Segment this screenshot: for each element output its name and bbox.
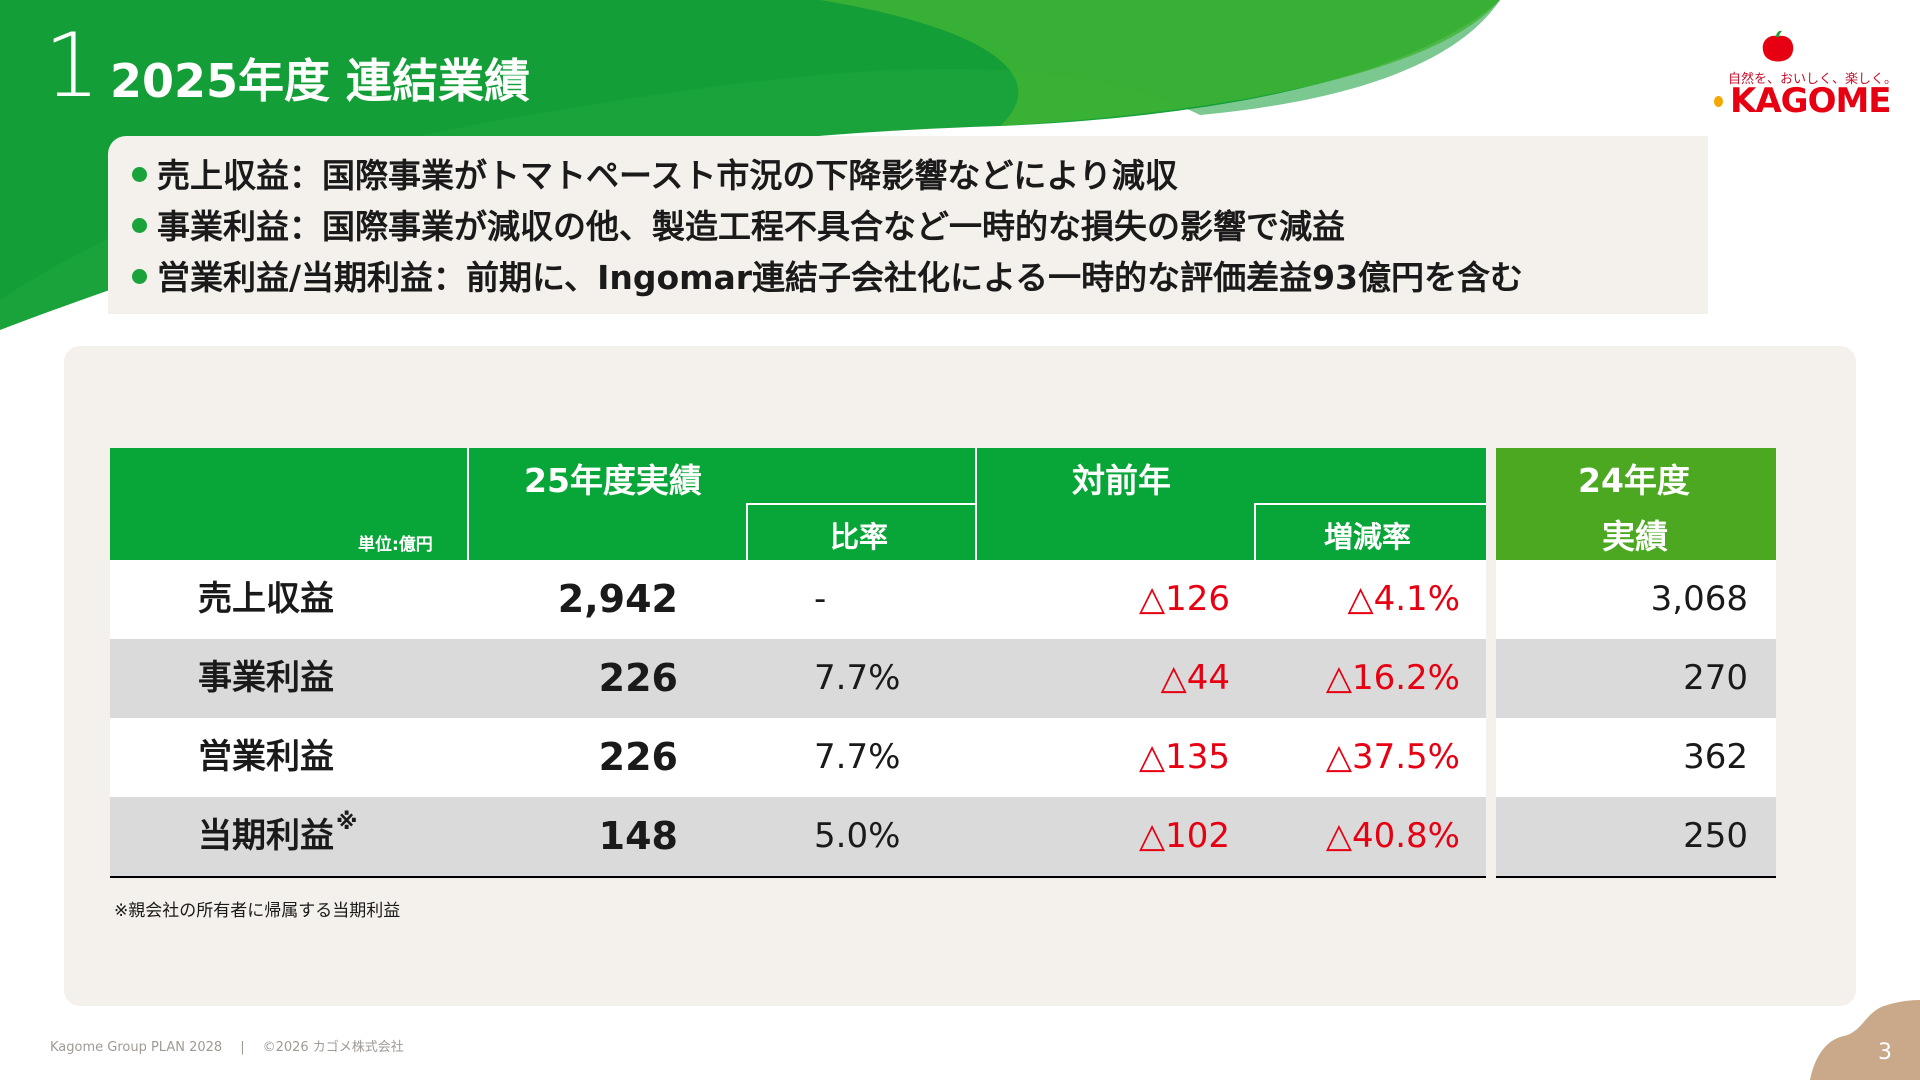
- fy25-value: 226: [598, 735, 678, 779]
- summary-bullets: 売上収益：国際事業がトマトペースト市況の下降影響などにより減収 事業利益：国際事…: [108, 136, 1708, 314]
- yoy-rate-value: △37.5%: [1325, 737, 1460, 777]
- header-divider: [1254, 503, 1486, 505]
- ratio-value: 7.7%: [814, 658, 901, 698]
- table-row-fy24: 362: [1496, 718, 1776, 797]
- row-label: 売上収益: [198, 579, 334, 619]
- header-fy25: 25年度実績: [524, 461, 702, 500]
- table-row-fy24: 250: [1496, 797, 1776, 876]
- yoy-rate-value: △40.8%: [1325, 816, 1460, 856]
- yoy-value: △102: [1138, 816, 1230, 856]
- fy24-value: 270: [1683, 658, 1748, 698]
- fy25-value: 226: [598, 656, 678, 700]
- ratio-value: 7.7%: [814, 737, 901, 777]
- section-number: 1: [44, 14, 100, 117]
- header-yoy: 対前年: [1072, 461, 1171, 500]
- bullet-dot-icon: [132, 167, 147, 182]
- fy24-value: 3,068: [1650, 579, 1748, 619]
- header-divider: [746, 503, 748, 560]
- corner-decoration: [1810, 1000, 1920, 1080]
- footnote-mark: ※: [336, 810, 358, 835]
- row-label: 事業利益: [198, 658, 334, 698]
- footer-separator: |: [240, 1040, 245, 1055]
- yoy-rate-value: △16.2%: [1325, 658, 1460, 698]
- table-row: 売上収益 2,942 - △126 △4.1%: [110, 560, 1486, 639]
- fy24-value: 250: [1683, 816, 1748, 856]
- page-number: 3: [1878, 1040, 1892, 1065]
- row-label: 当期利益※: [198, 797, 357, 876]
- table-row: 事業利益 226 7.7% △44 △16.2%: [110, 639, 1486, 718]
- fy25-value: 148: [598, 814, 678, 858]
- table-bottom-rule: [1496, 876, 1776, 878]
- fy24-header: [1496, 448, 1776, 560]
- bullet-text: 営業利益/当期利益：前期に、Ingomar連結子会社化による一時的な評価差益93…: [157, 258, 1523, 297]
- header-yoy-rate: 増減率: [1324, 520, 1412, 554]
- yoy-value: △135: [1138, 737, 1230, 777]
- bullet-text: 売上収益：国際事業がトマトペースト市況の下降影響などにより減収: [157, 156, 1178, 195]
- logo-dot-icon: [1714, 96, 1723, 107]
- yoy-rate-value: △4.1%: [1347, 579, 1460, 619]
- table-row: 営業利益 226 7.7% △135 △37.5%: [110, 718, 1486, 797]
- ratio-value: 5.0%: [814, 816, 901, 856]
- header-wave-background: [0, 0, 1500, 330]
- footer-plan: Kagome Group PLAN 2028: [50, 1040, 223, 1055]
- bullet-dot-icon: [132, 269, 147, 284]
- header-divider: [1254, 503, 1256, 560]
- table-footnote: ※親会社の所有者に帰属する当期利益: [114, 901, 401, 921]
- logo-wordmark: KAGOME: [1730, 81, 1892, 121]
- row-label-text: 当期利益: [198, 816, 334, 856]
- table-row-fy24: 3,068: [1496, 560, 1776, 639]
- fy24-value: 362: [1683, 737, 1748, 777]
- footer-copyright: ©2026 カゴメ株式会社: [262, 1040, 404, 1055]
- header-divider: [975, 448, 977, 560]
- header-divider: [746, 503, 976, 505]
- bullet-item: 売上収益：国際事業がトマトペースト市況の下降影響などにより減収: [132, 156, 1178, 196]
- table-row-fy24: 270: [1496, 639, 1776, 718]
- yoy-value: △126: [1138, 579, 1230, 619]
- unit-label: 単位:億円: [358, 535, 433, 555]
- row-label: 営業利益: [198, 737, 334, 777]
- results-table: 単位:億円 25年度実績 比率 対前年 増減率 24年度 実績 売上収益 2,9…: [110, 448, 1776, 878]
- bullet-item: 事業利益：国際事業が減収の他、製造工程不具合など一時的な損失の影響で減益: [132, 207, 1345, 247]
- fy25-value: 2,942: [557, 577, 678, 621]
- header-fy24-line1: 24年度: [1578, 461, 1690, 500]
- bullet-item: 営業利益/当期利益：前期に、Ingomar連結子会社化による一時的な評価差益93…: [132, 258, 1523, 298]
- header-fy24-line2: 実績: [1602, 517, 1668, 556]
- bullet-dot-icon: [132, 218, 147, 233]
- slide-title: 2025年度 連結業績: [110, 54, 531, 108]
- yoy-value: △44: [1160, 658, 1230, 698]
- table-bottom-rule: [110, 876, 1486, 878]
- header-ratio: 比率: [830, 520, 889, 554]
- ratio-value: -: [814, 579, 827, 619]
- table-row: 当期利益※ 148 5.0% △102 △40.8%: [110, 797, 1486, 876]
- kagome-logo: 自然を、おいしく、楽しく。 KAGOME: [1706, 30, 1897, 126]
- tomato-icon: [1762, 30, 1794, 62]
- footer: Kagome Group PLAN 2028 | ©2026 カゴメ株式会社: [50, 1036, 404, 1055]
- bullet-text: 事業利益：国際事業が減収の他、製造工程不具合など一時的な損失の影響で減益: [157, 207, 1345, 246]
- logo-tagline: 自然を、おいしく、楽しく。: [1728, 72, 1898, 87]
- header-divider: [467, 448, 469, 560]
